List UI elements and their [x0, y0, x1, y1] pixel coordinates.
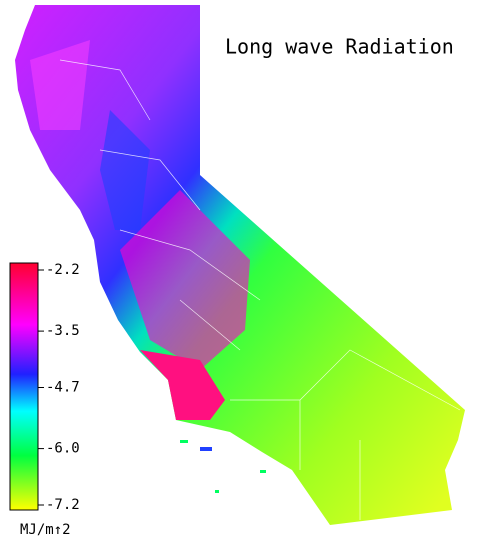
colorbar-tick-label: -2.2 [46, 262, 80, 278]
map-title: Long wave Radiation [225, 35, 454, 59]
colorbar-tick-label: -3.5 [46, 323, 80, 339]
california-shape [15, 5, 465, 525]
colorbar-unit: MJ/m↑2 [20, 522, 71, 538]
islands [180, 440, 266, 493]
colorbar-ticks: -2.2 -3.5 -4.7 -6.0 -7.2 [38, 262, 80, 513]
colorbar-tick-label: -7.2 [46, 497, 80, 513]
colorbar [9, 262, 39, 511]
colorbar-tick-label: -6.0 [46, 441, 80, 457]
colorbar-tick-label: -4.7 [46, 380, 80, 396]
